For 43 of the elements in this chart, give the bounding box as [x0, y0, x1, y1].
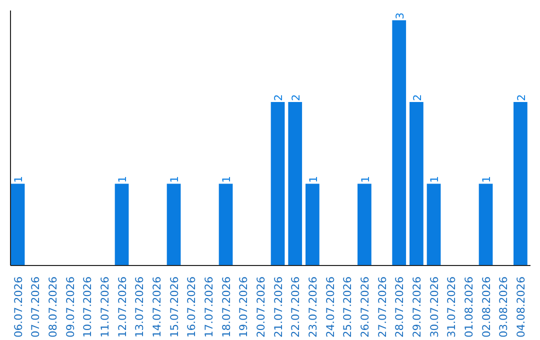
x-tick-label: 18.07.2026 [220, 276, 233, 338]
x-tick-label: 08.07.2026 [46, 276, 60, 338]
x-tick-label: 13.07.2026 [133, 276, 146, 338]
data-label: 2 [272, 94, 286, 102]
x-tick-label: 23.07.2026 [306, 276, 320, 338]
x-tick-label: 28.07.2026 [393, 276, 406, 338]
x-tick-label: 17.07.2026 [202, 276, 216, 338]
x-tick-label: 03.08.2026 [497, 276, 510, 338]
x-tick-label: 04.08.2026 [514, 276, 528, 338]
x-tick-label: 31.07.2026 [445, 276, 458, 338]
x-tick-label: 09.07.2026 [64, 276, 77, 338]
data-label: 1 [480, 176, 494, 183]
data-label: 2 [289, 94, 302, 102]
data-label: 1 [358, 176, 372, 183]
x-tick-label: 11.07.2026 [98, 276, 112, 338]
data-label: 1 [428, 176, 442, 183]
x-tick-label: 07.07.2026 [29, 276, 42, 338]
x-tick-label: 02.08.2026 [480, 276, 493, 338]
x-tick-label: 27.07.2026 [376, 276, 389, 338]
x-tick-label: 12.07.2026 [116, 276, 129, 338]
x-tick-label: 10.07.2026 [81, 276, 94, 338]
x-tick-label: 15.07.2026 [168, 276, 181, 338]
x-tick-label: 16.07.2026 [185, 276, 198, 338]
x-tick-label: 29.07.2026 [410, 276, 424, 338]
x-tick-label: 25.07.2026 [341, 276, 354, 338]
data-label: 2 [514, 94, 528, 102]
x-tick-label: 20.07.2026 [254, 276, 268, 338]
x-tick-label: 24.07.2026 [324, 276, 337, 338]
x-tick-label: 22.07.2026 [289, 276, 302, 338]
x-tick-label: 06.07.2026 [12, 276, 25, 338]
x-tick-label: 01.08.2026 [462, 276, 476, 338]
data-label: 3 [393, 12, 406, 20]
x-tick-label: 30.07.2026 [428, 276, 441, 338]
x-tick-label: 26.07.2026 [358, 276, 372, 338]
data-label: 1 [168, 176, 182, 183]
data-label: 2 [410, 94, 424, 102]
x-tick-label: 14.07.2026 [150, 276, 164, 338]
data-label: 1 [220, 176, 234, 183]
data-label: 1 [116, 176, 130, 183]
data-label: 1 [12, 176, 26, 183]
x-tick-label: 21.07.2026 [272, 276, 285, 338]
data-label: 1 [306, 176, 320, 183]
x-tick-label: 19.07.2026 [237, 276, 250, 338]
